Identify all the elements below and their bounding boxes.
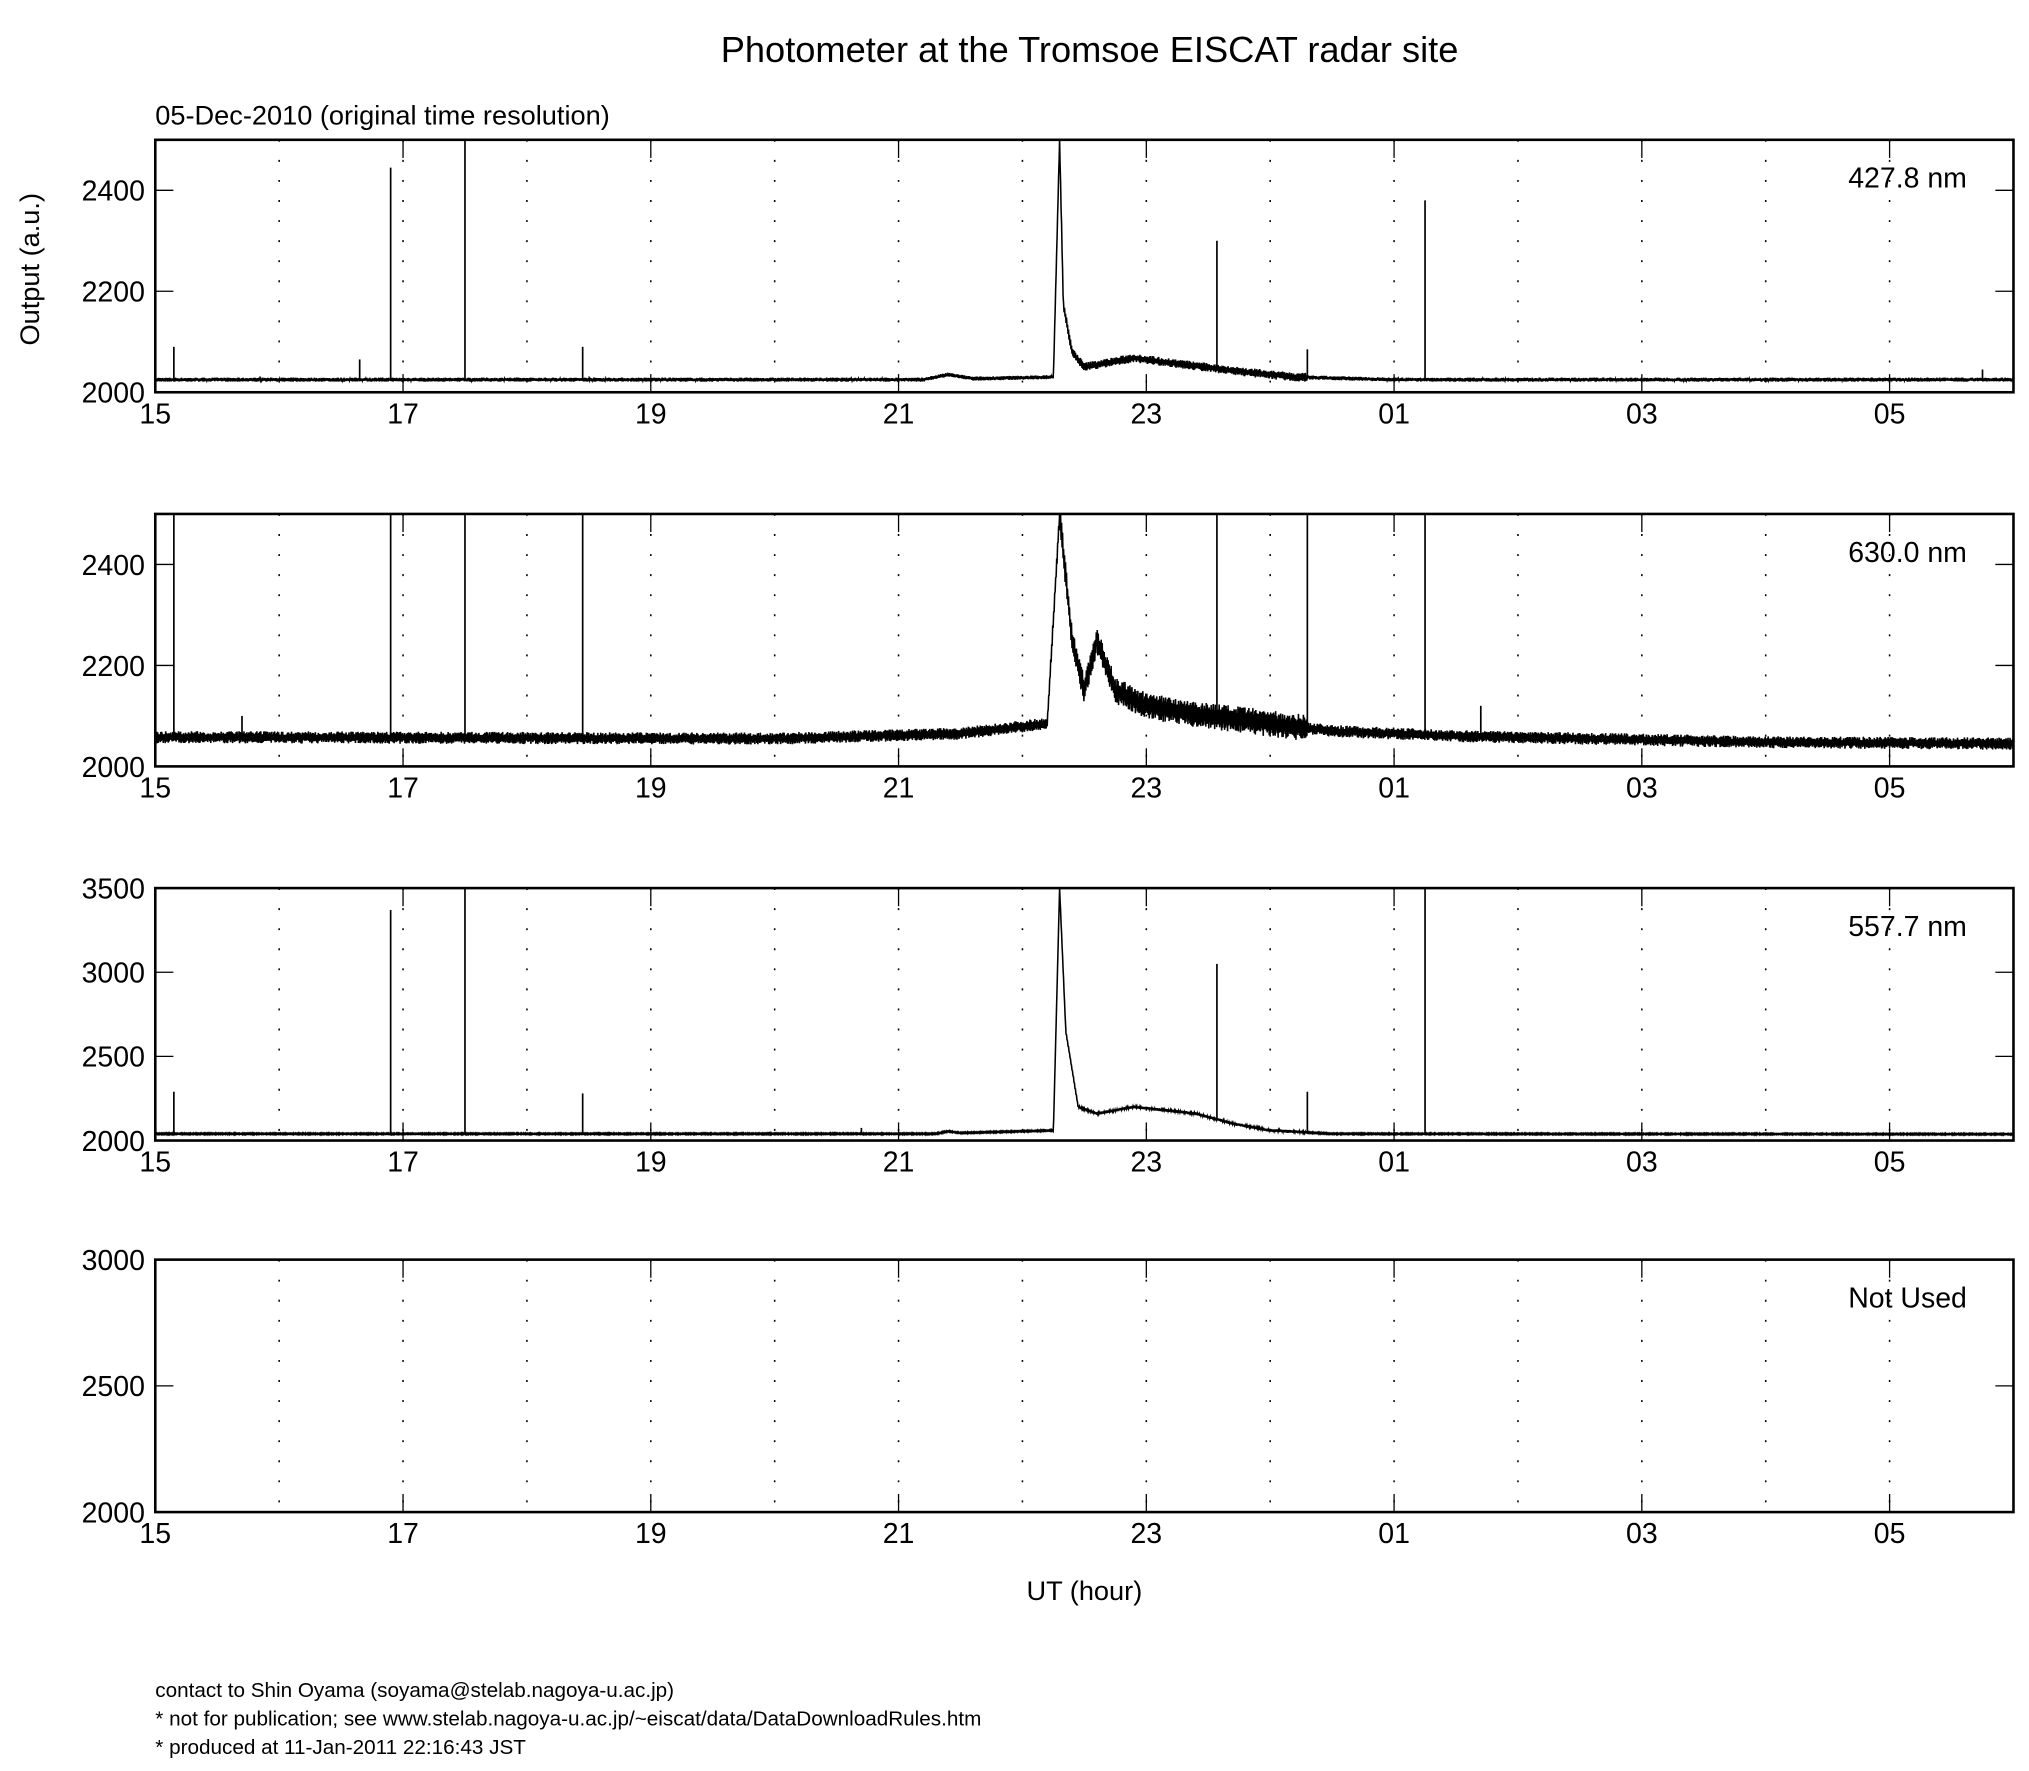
x-tick-label: 19 — [635, 772, 667, 804]
y-tick-label: 2000 — [82, 1497, 145, 1529]
x-tick-label: 03 — [1626, 772, 1658, 804]
chart-subtitle: 05-Dec-2010 (original time resolution) — [155, 99, 609, 130]
series-line — [154, 513, 2014, 750]
y-tick-label: 2400 — [82, 550, 145, 582]
x-tick-label: 03 — [1626, 1147, 1658, 1179]
panel-557-7-nm: 15 17 19 21 23 01 03 05 2000 2500 3000 3500 557.7 nm — [82, 873, 2015, 1179]
chart-title: Photometer at the Tromsoe EISCAT radar s… — [721, 29, 1459, 70]
x-tick-label: 21 — [883, 772, 915, 804]
y-tick-label: 2400 — [82, 176, 145, 208]
wavelength-label: Not Used — [1848, 1283, 1967, 1315]
panel-not-used: 15 17 19 21 23 01 03 05 2000 2500 3000 Not Used — [82, 1245, 2015, 1550]
x-tick-label: 15 — [139, 772, 171, 804]
y-tick-label: 2000 — [82, 378, 145, 410]
y-tick-label: 3000 — [82, 1245, 145, 1277]
x-tick-label: 23 — [1130, 1147, 1162, 1179]
x-tick-label: 21 — [883, 398, 915, 430]
x-tick-label: 15 — [139, 1518, 171, 1550]
panel-427-8-nm: 15 17 19 21 23 01 03 05 2000 2200 2400 427.8 nm — [82, 138, 2015, 430]
x-tick-label: 05 — [1874, 398, 1906, 430]
x-tick-label: 05 — [1874, 1518, 1906, 1550]
series-line — [154, 139, 2014, 384]
x-tick-label: 17 — [387, 398, 419, 430]
wavelength-label: 427.8 nm — [1848, 163, 1967, 195]
wavelength-label: 630.0 nm — [1848, 537, 1967, 569]
panel-frame — [153, 886, 2015, 1142]
y-tick-label: 2000 — [82, 1126, 145, 1158]
x-tick-label: 21 — [883, 1518, 915, 1550]
x-tick-label: 17 — [387, 1147, 419, 1179]
x-tick-label: 03 — [1626, 1518, 1658, 1550]
x-tick-label: 15 — [139, 1147, 171, 1179]
x-tick-label: 01 — [1378, 1518, 1410, 1550]
x-tick-label: 03 — [1626, 398, 1658, 430]
y-tick-label: 2500 — [82, 1042, 145, 1074]
y-tick-label: 2000 — [82, 752, 145, 784]
panel-frame — [153, 512, 2015, 768]
footer-produced: * produced at 11-Jan-2011 22:16:43 JST — [155, 1736, 526, 1759]
x-tick-label: 05 — [1874, 1147, 1906, 1179]
x-tick-label: 17 — [387, 1518, 419, 1550]
x-tick-label: 19 — [635, 398, 667, 430]
footer-publication-note: * not for publication; see www.stelab.na… — [155, 1708, 981, 1731]
x-tick-label: 23 — [1130, 772, 1162, 804]
x-tick-label: 05 — [1874, 772, 1906, 804]
x-tick-label: 01 — [1378, 772, 1410, 804]
panel-630-0-nm: 15 17 19 21 23 01 03 05 2000 2200 2400 630.0 nm — [82, 512, 2015, 804]
x-axis-label: UT (hour) — [1027, 1575, 1143, 1606]
x-tick-label: 19 — [635, 1147, 667, 1179]
x-tick-label: 17 — [387, 772, 419, 804]
y-axis-label: Output (a.u.) — [14, 193, 45, 346]
y-tick-label: 2200 — [82, 277, 145, 309]
wavelength-label: 557.7 nm — [1848, 911, 1967, 943]
x-tick-label: 19 — [635, 1518, 667, 1550]
footer-contact: contact to Shin Oyama (soyama@stelab.nag… — [155, 1679, 674, 1702]
y-tick-label: 3000 — [82, 958, 145, 990]
y-tick-label: 3500 — [82, 873, 145, 905]
series-line — [154, 888, 2014, 1137]
x-tick-label: 01 — [1378, 398, 1410, 430]
x-tick-label: 15 — [139, 398, 171, 430]
x-tick-label: 23 — [1130, 1518, 1162, 1550]
x-tick-label: 01 — [1378, 1147, 1410, 1179]
y-tick-label: 2500 — [82, 1371, 145, 1403]
panel-frame — [153, 138, 2015, 394]
x-tick-label: 21 — [883, 1147, 915, 1179]
x-tick-label: 23 — [1130, 398, 1162, 430]
panel-frame — [153, 1258, 2015, 1514]
y-tick-label: 2200 — [82, 651, 145, 683]
